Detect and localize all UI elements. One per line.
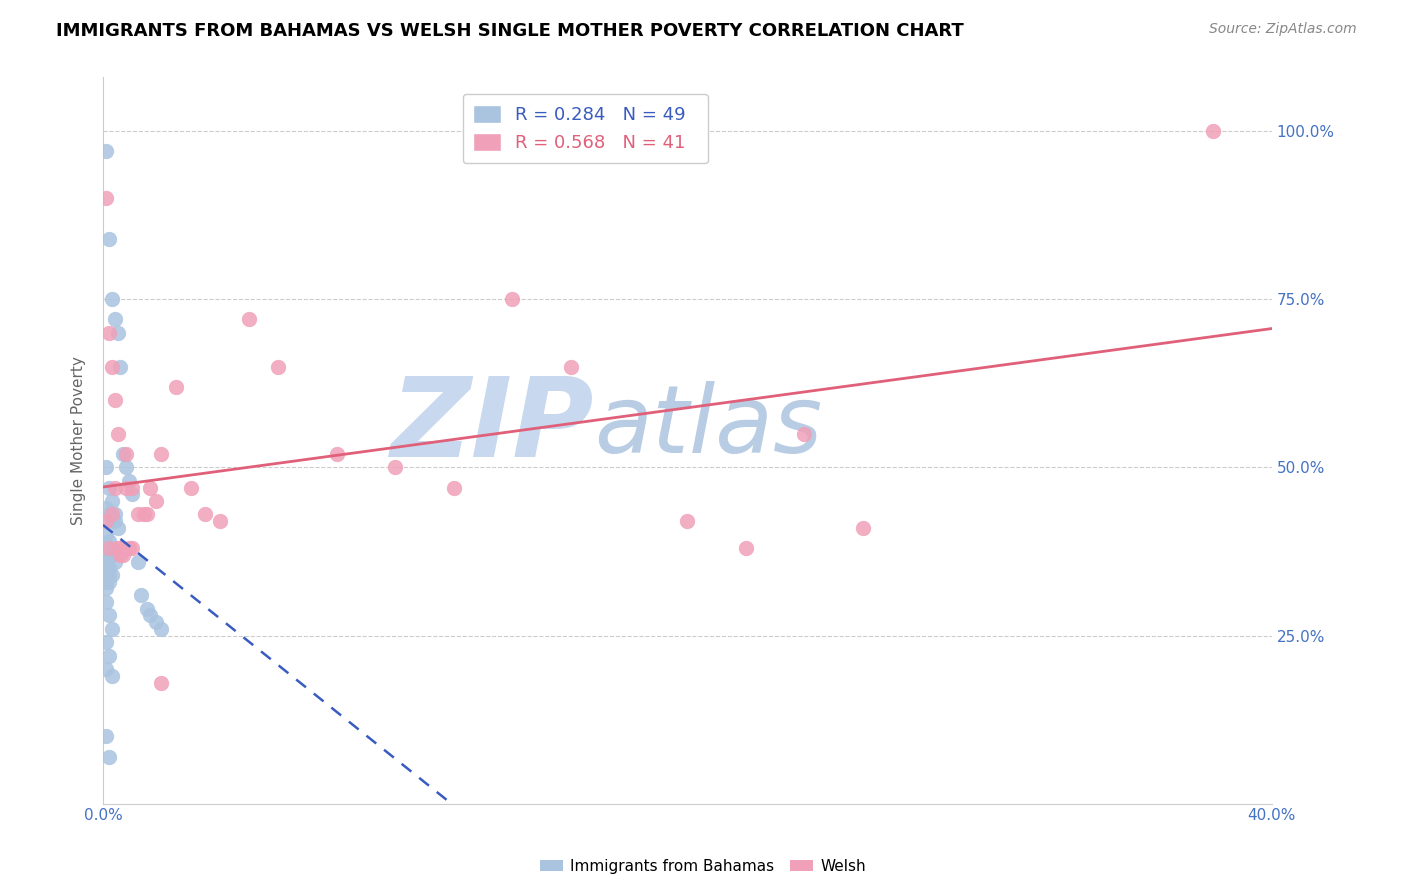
Point [100, 568, 122, 582]
Point [104, 393, 127, 408]
Point [100, 508, 122, 522]
Point [115, 447, 138, 461]
Point [97, 749, 120, 764]
Point [97, 568, 120, 582]
Point [127, 508, 149, 522]
Point [97, 508, 120, 522]
Text: IMMIGRANTS FROM BAHAMAS VS WELSH SINGLE MOTHER POVERTY CORRELATION CHART: IMMIGRANTS FROM BAHAMAS VS WELSH SINGLE … [56, 22, 965, 40]
Point [150, 675, 173, 690]
Point [325, 447, 347, 461]
Point [104, 508, 127, 522]
Y-axis label: Single Mother Poverty: Single Mother Poverty [72, 356, 86, 525]
Point [97, 561, 120, 575]
Point [100, 359, 122, 374]
Point [104, 312, 127, 326]
Point [97, 608, 120, 623]
Legend: Immigrants from Bahamas, Welsh: Immigrants from Bahamas, Welsh [534, 853, 872, 880]
Point [793, 426, 815, 441]
Point [115, 460, 138, 475]
Point [94, 730, 117, 744]
Point [129, 588, 152, 602]
Point [97, 541, 120, 555]
Point [112, 548, 135, 562]
Point [104, 555, 127, 569]
Point [94, 527, 117, 541]
Point [94, 574, 117, 589]
Point [97, 548, 120, 562]
Point [107, 426, 129, 441]
Point [94, 548, 117, 562]
Point [100, 541, 122, 555]
Point [94, 582, 117, 596]
Point [238, 312, 260, 326]
Point [501, 293, 523, 307]
Point [194, 508, 217, 522]
Point [852, 521, 875, 535]
Point [150, 447, 173, 461]
Point [94, 500, 117, 515]
Point [94, 145, 117, 159]
Point [676, 514, 699, 528]
Point [104, 481, 127, 495]
Point [97, 326, 120, 340]
Point [121, 541, 143, 555]
Point [100, 669, 122, 683]
Point [94, 514, 117, 528]
Point [145, 494, 167, 508]
Point [208, 514, 231, 528]
Point [110, 548, 132, 562]
Point [121, 487, 143, 501]
Text: ZIP: ZIP [391, 373, 593, 480]
Point [97, 232, 120, 246]
Point [118, 474, 141, 488]
Point [734, 541, 756, 555]
Point [135, 508, 157, 522]
Text: Source: ZipAtlas.com: Source: ZipAtlas.com [1209, 22, 1357, 37]
Point [107, 541, 129, 555]
Point [443, 481, 465, 495]
Point [94, 460, 117, 475]
Point [112, 447, 135, 461]
Point [135, 601, 157, 615]
Point [94, 595, 117, 609]
Point [145, 615, 167, 629]
Point [100, 548, 122, 562]
Point [138, 481, 160, 495]
Point [94, 561, 117, 575]
Point [127, 555, 149, 569]
Point [104, 514, 127, 528]
Point [180, 481, 202, 495]
Point [138, 608, 160, 623]
Point [110, 359, 132, 374]
Point [97, 481, 120, 495]
Point [100, 494, 122, 508]
Point [165, 380, 187, 394]
Point [384, 460, 406, 475]
Point [94, 555, 117, 569]
Point [118, 541, 141, 555]
Point [97, 534, 120, 549]
Point [1202, 124, 1225, 138]
Point [560, 359, 582, 374]
Point [115, 481, 138, 495]
Point [97, 648, 120, 663]
Point [100, 622, 122, 636]
Point [121, 481, 143, 495]
Point [150, 622, 173, 636]
Point [100, 514, 122, 528]
Point [107, 521, 129, 535]
Point [110, 541, 132, 555]
Point [107, 326, 129, 340]
Point [97, 574, 120, 589]
Point [132, 508, 155, 522]
Point [94, 191, 117, 205]
Point [94, 662, 117, 676]
Legend: R = 0.284   N = 49, R = 0.568   N = 41  : R = 0.284 N = 49, R = 0.568 N = 41 [463, 94, 707, 163]
Point [94, 635, 117, 649]
Point [100, 293, 122, 307]
Point [267, 359, 290, 374]
Text: atlas: atlas [593, 381, 823, 472]
